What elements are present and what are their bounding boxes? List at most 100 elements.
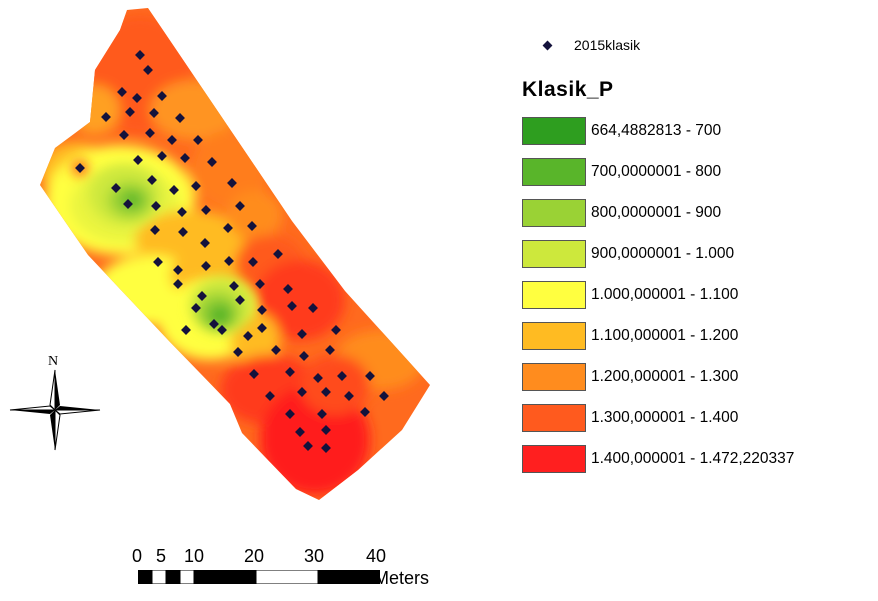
legend-class-row: 1.300,000001 - 1.400 — [522, 404, 738, 432]
legend-class-row: 1.400,000001 - 1.472,220337 — [522, 445, 794, 473]
legend-swatch — [522, 363, 586, 391]
sample-point — [180, 153, 190, 163]
sample-point — [285, 409, 295, 419]
legend-swatch — [522, 117, 586, 145]
sample-point — [297, 329, 307, 339]
sample-point — [248, 257, 258, 267]
sample-point — [197, 291, 207, 301]
scale-tick-label: 40 — [366, 546, 387, 566]
legend-swatch — [522, 404, 586, 432]
legend-class-label: 1.400,000001 - 1.472,220337 — [591, 450, 795, 467]
sample-point — [157, 151, 167, 161]
scale-tick-label: 30 — [304, 546, 325, 566]
legend-title: Klasik_P — [522, 78, 614, 101]
sample-point — [175, 113, 185, 123]
sample-point — [117, 87, 127, 97]
sample-point — [321, 443, 331, 453]
sample-point — [344, 391, 354, 401]
scale-unit: Meters — [374, 568, 430, 588]
sample-point — [229, 281, 239, 291]
sample-point — [201, 261, 211, 271]
sample-point — [271, 345, 281, 355]
legend-class-label: 1.000,000001 - 1.100 — [591, 286, 739, 303]
sample-point — [313, 373, 323, 383]
sample-point — [249, 369, 259, 379]
legend-class-row: 1.100,000001 - 1.200 — [522, 322, 738, 350]
sample-point — [308, 303, 318, 313]
sample-point — [227, 178, 237, 188]
sample-point — [243, 331, 253, 341]
sample-point — [331, 325, 341, 335]
legend-class-row: 1.000,000001 - 1.100 — [522, 281, 738, 309]
sample-point — [325, 345, 335, 355]
sample-point — [303, 441, 313, 451]
sample-point — [235, 201, 245, 211]
sample-point — [111, 183, 121, 193]
scale-tick-label: 10 — [184, 546, 205, 566]
legend-class-label: 1.200,000001 - 1.300 — [591, 368, 739, 385]
legend-class-row: 664,4882813 - 700 — [522, 117, 721, 145]
scale-tick-label: 20 — [244, 546, 265, 566]
sample-point — [153, 257, 163, 267]
sample-point — [151, 201, 161, 211]
sample-point — [133, 155, 143, 165]
sample-point — [365, 371, 375, 381]
sample-point — [317, 409, 327, 419]
sample-point — [191, 303, 201, 313]
legend-swatch — [522, 445, 586, 473]
sample-point — [177, 207, 187, 217]
legend-class-label: 700,0000001 - 800 — [591, 163, 722, 180]
sample-point — [123, 199, 133, 209]
sample-point — [201, 205, 211, 215]
legend-class-label: 800,0000001 - 900 — [591, 204, 722, 221]
scale-tick-label: 5 — [156, 546, 167, 566]
sample-point — [273, 249, 283, 259]
sample-point — [167, 135, 177, 145]
diamond-marker-icon — [542, 40, 553, 50]
sample-point — [125, 107, 135, 117]
sample-point — [283, 284, 293, 294]
sample-point — [321, 387, 331, 397]
point-layer-legend: 2015klasik — [542, 37, 641, 53]
sample-point — [217, 325, 227, 335]
north-label: N — [48, 354, 58, 369]
sample-point — [200, 238, 210, 248]
sample-point — [337, 371, 347, 381]
sample-point — [265, 391, 275, 401]
sample-point — [257, 305, 267, 315]
scale-bar-graphic — [138, 570, 380, 584]
legend-class-row: 800,0000001 - 900 — [522, 199, 721, 227]
sample-point — [173, 279, 183, 289]
interpolation-map: N — [9, 8, 430, 500]
point-layer-label: 2015klasik — [574, 37, 641, 53]
legend-swatch — [522, 322, 586, 350]
sample-point — [191, 181, 201, 191]
sample-point — [297, 387, 307, 397]
sample-point — [143, 65, 153, 75]
sample-point — [207, 157, 217, 167]
sample-point — [224, 256, 234, 266]
sample-point — [149, 108, 159, 118]
sample-point — [379, 391, 389, 401]
legend-class-label: 900,0000001 - 1.000 — [591, 245, 735, 262]
sample-point — [150, 225, 160, 235]
legend-swatch — [522, 240, 586, 268]
legend-swatch — [522, 281, 586, 309]
sample-point — [295, 427, 305, 437]
north-arrow-icon: N — [9, 354, 101, 451]
sample-point — [257, 323, 267, 333]
sample-point — [285, 367, 295, 377]
raster-surface — [40, 8, 430, 500]
legend-class-row: 700,0000001 - 800 — [522, 158, 721, 186]
sample-point — [75, 163, 85, 173]
sample-point — [178, 227, 188, 237]
sample-point — [157, 91, 167, 101]
sample-point — [299, 351, 309, 361]
sample-point — [209, 319, 219, 329]
sample-point — [233, 347, 243, 357]
sample-point — [119, 130, 129, 140]
legend-class-label: 1.300,000001 - 1.400 — [591, 409, 739, 426]
legend-class-row: 900,0000001 - 1.000 — [522, 240, 734, 268]
sample-point — [169, 185, 179, 195]
legend-class-label: 664,4882813 - 700 — [591, 122, 722, 139]
